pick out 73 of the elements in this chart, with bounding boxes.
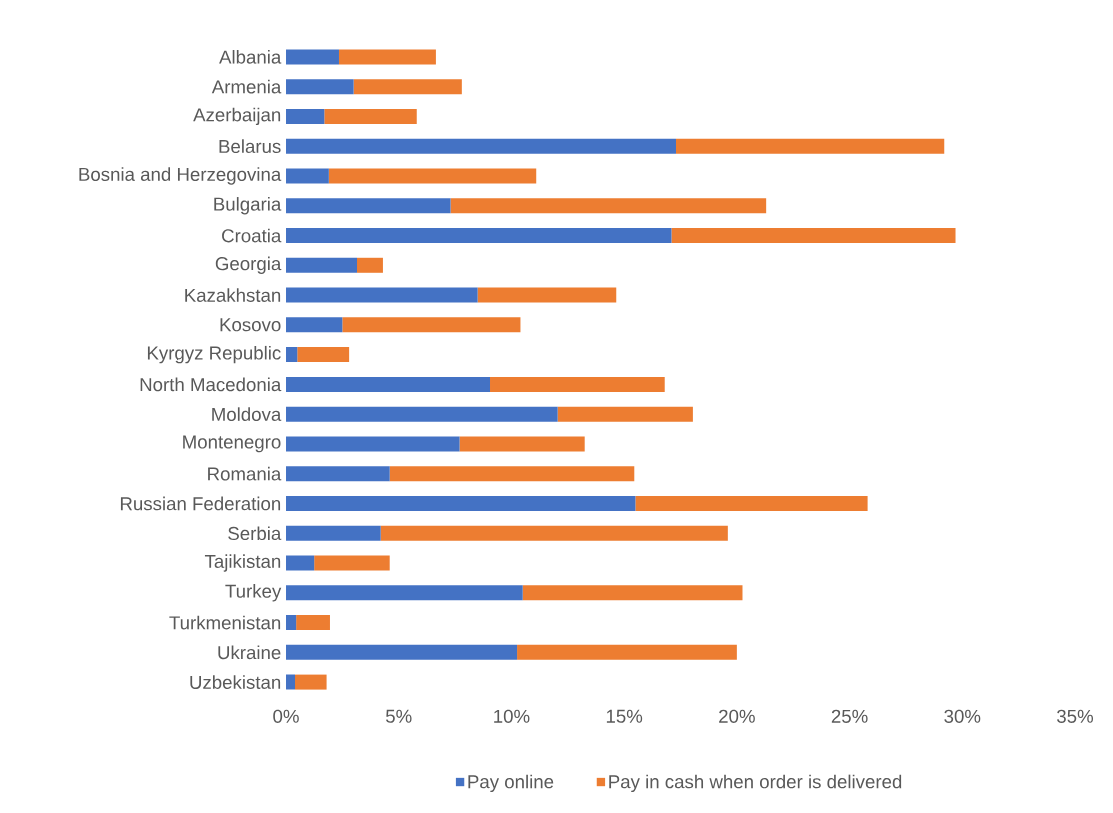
x-tick-label: 35% xyxy=(1057,709,1094,723)
bar xyxy=(286,585,523,601)
x-tick-label: 30% xyxy=(944,709,981,723)
bar xyxy=(342,317,521,333)
bar xyxy=(286,108,325,124)
y-tick-label: Georgia xyxy=(215,256,282,274)
y-tick-label: Bosnia and Herzegovina xyxy=(79,167,282,185)
y-tick-label: Kazakhstan xyxy=(185,288,281,302)
y-tick-label: Moldova xyxy=(212,407,282,422)
bar xyxy=(286,466,390,482)
bar xyxy=(380,525,728,541)
y-tick-label: Ukraine xyxy=(218,645,281,660)
bar xyxy=(314,555,390,571)
bar xyxy=(286,436,460,452)
y-tick-label: Montenegro xyxy=(183,435,281,453)
y-tick-label: Russian Federation xyxy=(120,496,281,511)
bar xyxy=(286,49,339,65)
bar xyxy=(286,644,518,660)
legend-label: Pay online xyxy=(468,774,554,793)
bar xyxy=(450,198,767,214)
bar xyxy=(389,466,635,482)
bar xyxy=(557,406,693,422)
x-tick-label: 0% xyxy=(273,709,299,723)
bar xyxy=(286,198,451,214)
bar xyxy=(286,287,478,303)
y-tick-label: Belarus xyxy=(219,139,281,154)
bar xyxy=(357,257,383,273)
y-tick-label: North Macedonia xyxy=(140,377,282,392)
y-tick-label: Bulgaria xyxy=(214,197,282,215)
y-tick-label: Uzbekistan xyxy=(190,675,281,689)
bar xyxy=(295,674,327,690)
bar xyxy=(286,406,558,422)
x-tick-label: 5% xyxy=(385,709,412,723)
y-tick-label: Tajikistan xyxy=(204,554,281,572)
bar xyxy=(635,495,868,511)
y-tick-label: Croatia xyxy=(222,228,282,243)
bar xyxy=(477,287,617,303)
x-tick-label: 20% xyxy=(719,709,755,723)
bar xyxy=(324,108,417,124)
bar xyxy=(328,168,537,184)
bar xyxy=(675,138,945,154)
x-tick-label: 15% xyxy=(606,709,643,723)
bar xyxy=(286,138,676,154)
bar xyxy=(286,228,672,244)
bar xyxy=(459,436,585,452)
x-tick-label: 10% xyxy=(494,709,530,723)
y-tick-label: Armenia xyxy=(211,79,282,94)
bar xyxy=(296,615,330,631)
bar xyxy=(353,79,462,95)
bar xyxy=(286,317,343,333)
y-tick-label: Kyrgyz Republic xyxy=(147,345,281,364)
y-tick-label: Romania xyxy=(208,466,282,481)
bar xyxy=(522,585,743,601)
bar xyxy=(286,525,381,541)
bar xyxy=(517,644,737,660)
y-tick-label: Albania xyxy=(219,50,282,64)
legend-label: Pay in cash when order is delivered xyxy=(609,774,902,793)
y-tick-label: Turkmenistan xyxy=(169,615,281,630)
y-tick-label: Serbia xyxy=(228,526,282,541)
y-tick-label: Turkey xyxy=(225,584,282,602)
bar xyxy=(490,376,665,392)
bar xyxy=(286,79,354,95)
bar xyxy=(286,495,636,511)
bar xyxy=(297,347,350,363)
bar xyxy=(286,168,329,184)
x-tick-label: 25% xyxy=(831,709,868,723)
bar xyxy=(671,228,956,244)
bar xyxy=(338,49,436,65)
y-tick-label: Kosovo xyxy=(220,318,281,332)
bar xyxy=(286,257,358,273)
y-tick-label: Azerbaijan xyxy=(193,107,281,126)
bar xyxy=(286,555,315,571)
bar xyxy=(286,376,491,392)
